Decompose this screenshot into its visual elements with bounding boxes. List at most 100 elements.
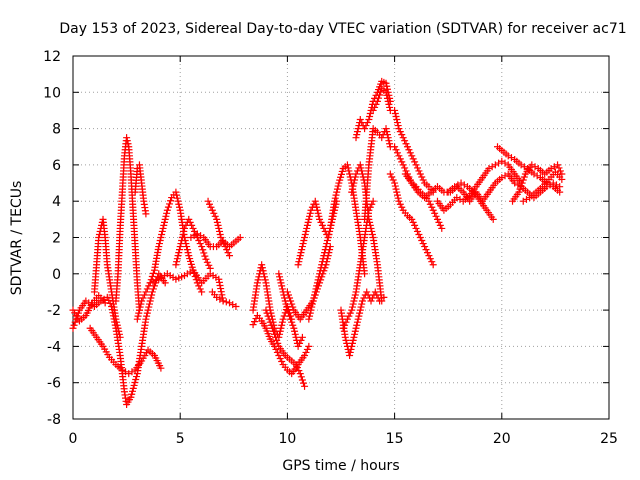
data-point-marker [343, 161, 351, 169]
data-point-marker [101, 299, 109, 307]
data-point-marker [411, 158, 419, 166]
data-point-marker [310, 294, 318, 302]
y-tick-label: -4 [47, 339, 61, 355]
data-point-marker [284, 309, 292, 317]
data-point-marker [266, 318, 274, 326]
data-point-marker [278, 285, 286, 293]
data-point-marker [214, 221, 222, 229]
data-point-marker [507, 154, 515, 162]
data-point-marker [134, 312, 142, 320]
data-point-marker [70, 321, 78, 329]
data-point-marker [299, 240, 307, 248]
data-point-marker [297, 336, 305, 344]
data-point-marker [356, 306, 364, 314]
data-point-marker [207, 203, 215, 211]
data-point-marker [292, 361, 300, 369]
data-point-marker [392, 146, 400, 154]
data-point-marker [148, 288, 156, 296]
data-point-marker [218, 237, 226, 245]
data-point-marker [249, 321, 257, 329]
data-point-marker [368, 230, 376, 238]
data-point-marker [346, 170, 354, 178]
data-point-marker [263, 309, 271, 317]
data-point-marker [391, 143, 399, 151]
data-point-marker [155, 240, 163, 248]
data-point-marker [373, 97, 381, 105]
data-point-marker [261, 273, 269, 281]
data-point-marker [399, 161, 407, 169]
data-point-marker [201, 252, 209, 260]
data-point-marker [297, 249, 305, 257]
data-point-marker [351, 294, 359, 302]
data-point-marker [128, 390, 136, 398]
data-point-marker [303, 221, 311, 229]
data-point-marker [333, 188, 341, 196]
data-point-marker [260, 270, 268, 278]
data-point-marker [160, 218, 168, 226]
data-point-marker [175, 249, 183, 257]
data-point-marker [113, 318, 121, 326]
data-point-marker [460, 181, 468, 189]
data-point-marker [384, 97, 392, 105]
data-point-marker [389, 176, 397, 184]
data-point-marker [172, 188, 180, 196]
data-point-marker [306, 212, 314, 220]
data-point-marker [183, 243, 191, 251]
data-point-marker [236, 234, 244, 241]
data-point-marker [383, 91, 391, 99]
data-point-marker [211, 212, 219, 220]
data-point-marker [358, 300, 366, 308]
data-point-marker [421, 243, 429, 251]
data-point-marker [395, 152, 403, 160]
data-point-marker [382, 79, 390, 87]
data-point-marker [395, 197, 403, 205]
data-point-marker [174, 197, 182, 205]
data-point-marker [315, 212, 323, 220]
data-point-marker [216, 281, 224, 289]
data-point-marker [308, 303, 316, 311]
data-point-marker [286, 312, 294, 320]
data-point-marker [226, 299, 234, 307]
data-point-marker [401, 164, 409, 172]
data-point-marker [398, 131, 406, 139]
data-point-marker [301, 382, 309, 390]
data-point-marker [274, 339, 282, 347]
data-point-marker [113, 321, 121, 329]
data-point-marker [138, 297, 146, 305]
data-point-marker [217, 234, 225, 241]
data-point-marker [431, 209, 439, 217]
data-point-marker [178, 237, 186, 245]
data-point-marker [425, 252, 433, 260]
data-point-marker [180, 227, 188, 235]
data-point-marker [558, 175, 566, 183]
data-point-marker [146, 297, 154, 305]
data-point-marker [302, 227, 310, 235]
data-point-marker [324, 234, 332, 241]
x-tick-label: 25 [600, 431, 618, 447]
data-point-marker [278, 321, 286, 329]
data-point-marker [133, 373, 141, 381]
y-tick-label: -8 [47, 412, 61, 428]
data-point-marker [143, 312, 151, 320]
data-point-marker [349, 182, 357, 190]
data-point-marker [398, 203, 406, 211]
data-point-marker [296, 370, 304, 378]
data-point-marker [378, 134, 386, 142]
data-point-marker [363, 119, 371, 127]
data-point-marker [190, 232, 198, 240]
x-axis-label: GPS time / hours [282, 458, 399, 474]
data-point-marker [133, 315, 141, 323]
data-point-marker [180, 224, 188, 232]
data-point-marker [316, 215, 324, 223]
y-axis-label: SDTVAR / TECUs [9, 181, 25, 296]
data-point-marker [116, 333, 124, 341]
data-point-marker [552, 181, 560, 189]
data-point-marker [264, 312, 272, 320]
data-point-marker [408, 152, 416, 160]
data-point-marker [488, 163, 496, 171]
data-point-marker [251, 318, 259, 326]
data-point-marker [348, 306, 356, 314]
data-point-marker [353, 321, 361, 329]
data-point-marker [419, 240, 427, 248]
data-point-marker [305, 315, 313, 323]
